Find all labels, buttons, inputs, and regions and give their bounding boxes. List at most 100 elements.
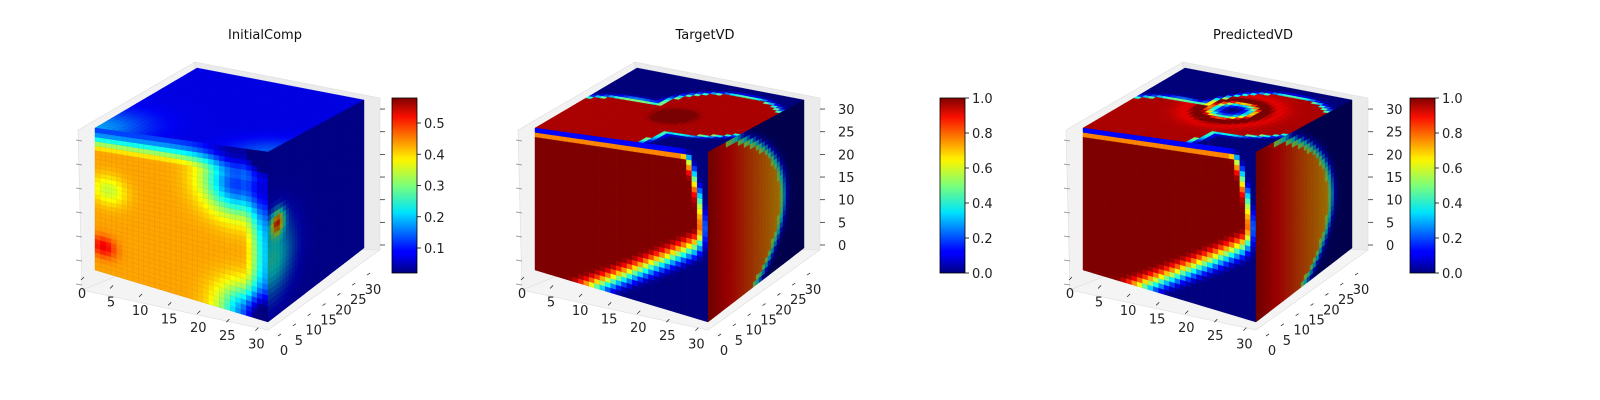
x-axis-ticks: 0 5 10 15 20 25 30	[518, 276, 705, 353]
x-tick-mark	[167, 302, 172, 306]
cube-top-face-grid	[534, 67, 805, 153]
x-tick-mark	[1068, 276, 1073, 281]
y-tick-mark	[1310, 303, 1314, 306]
colorbar-tick-label: 0.5	[424, 117, 445, 132]
x-tick-mark	[607, 302, 612, 306]
y-tick-label: 10	[305, 324, 322, 339]
z-tick-label: 0	[838, 239, 846, 254]
panel-title: PredictedVD	[1213, 28, 1293, 43]
x-tick-mark	[1214, 318, 1218, 323]
colorbar-tick-label: 0.2	[1442, 232, 1463, 247]
y-tick-mark	[732, 323, 737, 327]
x-tick-mark	[1097, 285, 1102, 289]
left-pane-ticks	[75, 139, 83, 286]
cube-front-face	[94, 127, 269, 323]
y-tick-label: 15	[760, 314, 777, 329]
x-tick-mark	[196, 310, 201, 315]
x-tick-mark	[80, 276, 85, 281]
z-tick-label: 15	[838, 171, 855, 186]
y-tick-label: 25	[790, 293, 807, 308]
z-tick-label: 10	[838, 194, 855, 209]
x-tick-label: 0	[78, 287, 86, 302]
panel-title: TargetVD	[674, 28, 734, 43]
x-tick-label: 15	[1149, 312, 1166, 327]
colorbar: 0.0 0.2 0.4 0.6 0.8 1.0	[1409, 92, 1463, 282]
colorbar-gradient	[1409, 97, 1436, 274]
y-tick-mark	[1295, 313, 1299, 317]
x-tick-label: 25	[219, 329, 236, 344]
x-tick-mark	[1126, 293, 1131, 298]
colorbar-tick-label: 0.8	[972, 127, 993, 142]
x-tick-label: 30	[1236, 338, 1253, 353]
x-tick-mark	[1184, 310, 1189, 315]
x-tick-label: 15	[161, 312, 178, 327]
colorbar-tick-label: 0.6	[1442, 162, 1463, 177]
z-axis-ticks	[380, 108, 385, 246]
y-tick-mark	[717, 333, 722, 337]
y-tick-label: 20	[775, 303, 792, 318]
colorbar-tick-label: 0.6	[972, 162, 993, 177]
y-tick-mark	[366, 272, 371, 276]
y-tick-label: 0	[1268, 344, 1276, 359]
y-tick-mark	[777, 293, 781, 296]
x-tick-mark	[520, 276, 525, 281]
left-pane-ticks	[1063, 139, 1071, 286]
y-tick-label: 15	[1308, 314, 1325, 329]
cube-front-face	[534, 127, 709, 323]
y-tick-label: 20	[1323, 303, 1340, 318]
cube-top-face-grid	[1082, 67, 1353, 153]
colorbar-tick-label: 1.0	[972, 92, 993, 107]
y-tick-mark	[1339, 282, 1344, 286]
colorbar-tick-label: 0.2	[972, 232, 993, 247]
y-tick-label: 10	[745, 324, 762, 339]
cube-front-face-grid	[94, 127, 269, 323]
colorbar-tick-label: 0.0	[1442, 267, 1463, 282]
colorbar-gradient	[391, 97, 418, 274]
z-tick-label: 5	[838, 216, 846, 231]
y-tick-label: 30	[1353, 283, 1370, 298]
x-tick-mark	[666, 318, 670, 323]
x-tick-mark	[138, 293, 143, 298]
cube-side-face-grid	[707, 99, 805, 323]
x-tick-mark	[109, 285, 114, 289]
x-tick-mark	[1243, 327, 1247, 331]
x-tick-label: 10	[132, 304, 149, 319]
x-tick-mark	[695, 327, 699, 331]
y-tick-mark	[322, 303, 326, 306]
colorbar-tick-label: 0.4	[972, 197, 993, 212]
y-tick-label: 5	[295, 334, 303, 349]
colorbar-tick-label: 0.3	[424, 180, 445, 195]
x-axis-ticks: 0 5 10 15 20 25 30	[1066, 276, 1253, 353]
x-tick-label: 0	[518, 287, 526, 302]
x-tick-label: 10	[1120, 304, 1137, 319]
y-tick-mark	[337, 293, 341, 296]
z-tick-label: 30	[838, 103, 855, 118]
z-tick-label: 25	[1386, 126, 1403, 141]
y-tick-label: 30	[365, 283, 382, 298]
x-tick-label: 25	[659, 329, 676, 344]
left-pane-ticks	[515, 139, 523, 286]
x-tick-label: 5	[107, 295, 115, 310]
panel-title: InitialComp	[228, 28, 302, 43]
y-tick-label: 15	[320, 314, 337, 329]
x-tick-label: 10	[572, 304, 589, 319]
x-tick-mark	[1155, 302, 1160, 306]
cube-side-face	[1255, 99, 1353, 323]
y-tick-mark	[747, 313, 751, 317]
cube-top-face	[1082, 67, 1353, 153]
colorbar: 0.1 0.2 0.3 0.4 0.5	[391, 97, 445, 274]
colorbar-tick-label: 1.0	[1442, 92, 1463, 107]
x-tick-mark	[636, 310, 641, 315]
x-tick-label: 5	[547, 295, 555, 310]
cube-side-face	[267, 99, 365, 323]
z-tick-label: 0	[1386, 239, 1394, 254]
z-tick-label: 30	[1386, 103, 1403, 118]
x-tick-mark	[549, 285, 554, 289]
x-tick-mark	[255, 327, 259, 331]
cube-front-face-grid	[1082, 127, 1257, 323]
